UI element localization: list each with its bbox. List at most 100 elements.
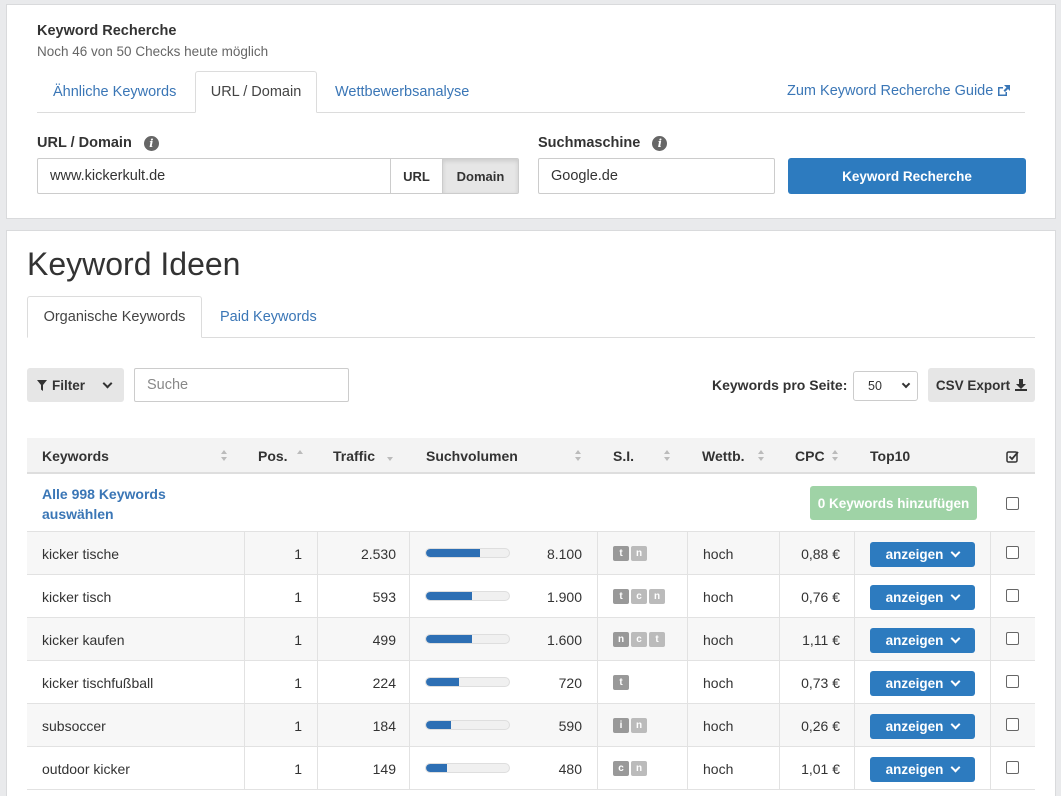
col-position[interactable]: Pos. bbox=[258, 448, 288, 464]
show-top10-button[interactable]: anzeigen bbox=[870, 585, 975, 610]
table-header bbox=[27, 438, 1035, 474]
row-checkbox[interactable] bbox=[1006, 546, 1019, 559]
row-checkbox[interactable] bbox=[1006, 675, 1019, 688]
column-divider bbox=[779, 661, 780, 704]
search-input[interactable]: Suche bbox=[134, 368, 349, 402]
show-top10-button[interactable]: anzeigen bbox=[870, 542, 975, 567]
search-volume-cell: 8.100 bbox=[546, 545, 582, 562]
competition-cell: hoch bbox=[703, 631, 734, 648]
search-intent-badge: t bbox=[649, 632, 665, 647]
search-intent-badge: n bbox=[613, 632, 629, 647]
select-all-link[interactable]: Alle 998 Keywords auswählen bbox=[42, 486, 166, 522]
col-keywords[interactable]: Keywords bbox=[42, 448, 109, 464]
show-top10-label: anzeigen bbox=[885, 633, 944, 648]
sort-icon[interactable] bbox=[221, 450, 227, 462]
url-mode-button[interactable]: URL bbox=[390, 158, 443, 194]
tab-similar-keywords[interactable]: Ähnliche Keywords bbox=[53, 84, 177, 100]
column-divider bbox=[779, 618, 780, 661]
select-all-checkbox[interactable] bbox=[1006, 497, 1019, 510]
show-top10-button[interactable]: anzeigen bbox=[870, 757, 975, 782]
column-divider bbox=[597, 704, 598, 747]
keyword-research-button[interactable]: Keyword Recherche bbox=[788, 158, 1026, 194]
cpc-cell: 1,01 € bbox=[801, 760, 840, 777]
keyword-cell: kicker kaufen bbox=[42, 631, 125, 648]
column-divider bbox=[244, 532, 245, 575]
row-checkbox[interactable] bbox=[1006, 761, 1019, 774]
search-volume-bar bbox=[425, 677, 510, 687]
filter-button[interactable]: Filter bbox=[27, 368, 124, 402]
cpc-cell: 0,73 € bbox=[801, 674, 840, 691]
search-volume-bar-fill bbox=[426, 721, 451, 729]
cpc-cell: 0,26 € bbox=[801, 717, 840, 734]
search-engine-select[interactable]: Google.de bbox=[538, 158, 775, 194]
show-top10-button[interactable]: anzeigen bbox=[870, 714, 975, 739]
row-checkbox[interactable] bbox=[1006, 632, 1019, 645]
check-square-icon[interactable] bbox=[1006, 450, 1019, 463]
position-cell: 1 bbox=[294, 631, 302, 648]
column-divider bbox=[854, 661, 855, 704]
chevron-down-icon bbox=[901, 379, 911, 389]
show-top10-label: anzeigen bbox=[885, 676, 944, 691]
column-divider bbox=[317, 575, 318, 618]
column-divider bbox=[409, 747, 410, 790]
column-divider bbox=[409, 661, 410, 704]
position-cell: 1 bbox=[294, 760, 302, 777]
sort-asc-icon[interactable] bbox=[297, 450, 303, 462]
tabs-divider bbox=[37, 112, 1025, 113]
domain-mode-button[interactable]: Domain bbox=[442, 158, 519, 194]
column-divider bbox=[854, 532, 855, 575]
info-icon[interactable]: i bbox=[652, 136, 668, 151]
column-divider bbox=[687, 747, 688, 790]
sort-icon[interactable] bbox=[832, 450, 838, 462]
add-keywords-button[interactable]: 0 Keywords hinzufügen bbox=[810, 486, 977, 520]
col-search-intent[interactable]: S.I. bbox=[613, 448, 635, 464]
keyword-cell: kicker tischfußball bbox=[42, 674, 154, 691]
search-volume-bar bbox=[425, 763, 510, 773]
tab-url-domain[interactable]: URL / Domain bbox=[195, 71, 317, 113]
col-search-volume[interactable]: Suchvolumen bbox=[426, 448, 518, 464]
column-divider bbox=[854, 575, 855, 618]
search-intent-badge: c bbox=[613, 761, 629, 776]
column-divider bbox=[317, 618, 318, 661]
col-traffic[interactable]: Traffic bbox=[333, 448, 376, 464]
search-intent-cell: t bbox=[613, 661, 631, 704]
col-cpc[interactable]: CPC bbox=[795, 448, 825, 464]
url-domain-input[interactable]: www.kickerkult.de bbox=[37, 158, 392, 194]
per-page-label: Keywords pro Seite: bbox=[712, 377, 848, 393]
competition-cell: hoch bbox=[703, 674, 734, 691]
csv-export-button[interactable]: CSV Export bbox=[928, 368, 1035, 402]
show-top10-button[interactable]: anzeigen bbox=[870, 671, 975, 696]
col-top10: Top10 bbox=[870, 448, 911, 464]
search-engine-label: Suchmaschine i bbox=[538, 135, 668, 151]
row-checkbox[interactable] bbox=[1006, 718, 1019, 731]
sort-icon[interactable] bbox=[575, 450, 581, 462]
search-volume-bar-fill bbox=[426, 678, 460, 686]
per-page-select[interactable]: 50 bbox=[853, 371, 918, 401]
position-cell: 1 bbox=[294, 674, 302, 691]
select-all-row bbox=[27, 476, 1035, 532]
filter-button-label: Filter bbox=[52, 377, 86, 393]
show-top10-button[interactable]: anzeigen bbox=[870, 628, 975, 653]
guide-link[interactable]: Zum Keyword Recherche Guide bbox=[787, 83, 1011, 99]
row-checkbox[interactable] bbox=[1006, 589, 1019, 602]
column-divider bbox=[779, 704, 780, 747]
keyword-ideas-panel: Keyword Ideen Organische Keywords Paid K… bbox=[6, 230, 1056, 796]
tab-paid-keywords[interactable]: Paid Keywords bbox=[220, 309, 317, 325]
tab-organic-keywords[interactable]: Organische Keywords bbox=[27, 296, 202, 338]
traffic-cell: 499 bbox=[372, 631, 396, 648]
column-divider bbox=[597, 618, 598, 661]
info-icon[interactable]: i bbox=[143, 136, 159, 151]
show-top10-label: anzeigen bbox=[885, 547, 944, 562]
tab-competitor-analysis[interactable]: Wettbewerbsanalyse bbox=[335, 84, 470, 100]
position-cell: 1 bbox=[294, 588, 302, 605]
sort-desc-icon[interactable] bbox=[387, 450, 393, 462]
keyword-research-panel: Keyword Recherche Noch 46 von 50 Checks … bbox=[6, 4, 1056, 219]
sort-icon[interactable] bbox=[758, 450, 764, 462]
sort-icon[interactable] bbox=[664, 450, 670, 462]
cpc-cell: 0,88 € bbox=[801, 545, 840, 562]
col-competition[interactable]: Wettb. bbox=[702, 448, 745, 464]
chevron-down-icon bbox=[102, 378, 113, 388]
page-title: Keyword Ideen bbox=[27, 246, 241, 282]
